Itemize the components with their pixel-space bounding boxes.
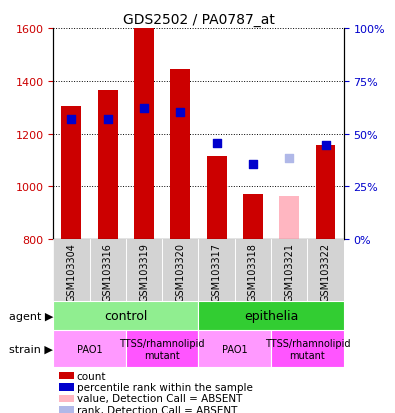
- Bar: [53, 330, 126, 368]
- Bar: [271, 240, 307, 301]
- Text: GSM103321: GSM103321: [284, 243, 294, 301]
- Text: GSM103319: GSM103319: [139, 243, 149, 301]
- Point: [322, 143, 329, 150]
- Bar: [126, 330, 199, 368]
- Bar: [199, 240, 235, 301]
- Text: value, Detection Call = ABSENT: value, Detection Call = ABSENT: [77, 394, 242, 404]
- Point: [286, 155, 292, 162]
- Text: GSM103322: GSM103322: [320, 243, 331, 301]
- Text: GSM103318: GSM103318: [248, 243, 258, 301]
- Bar: [235, 240, 271, 301]
- Point: [105, 116, 111, 123]
- Bar: [59, 406, 73, 413]
- Text: TTSS/rhamnolipid
mutant: TTSS/rhamnolipid mutant: [265, 338, 350, 360]
- Bar: [243, 195, 263, 240]
- Text: GSM103304: GSM103304: [66, 243, 77, 301]
- Bar: [98, 91, 118, 240]
- Text: PAO1: PAO1: [77, 344, 102, 354]
- Bar: [59, 395, 73, 402]
- Text: GSM103317: GSM103317: [212, 243, 222, 301]
- Bar: [207, 157, 227, 240]
- Bar: [62, 107, 81, 240]
- Bar: [162, 240, 199, 301]
- Bar: [170, 70, 190, 240]
- Point: [141, 106, 147, 112]
- Text: control: control: [104, 309, 148, 323]
- Bar: [307, 240, 344, 301]
- Title: GDS2502 / PA0787_at: GDS2502 / PA0787_at: [122, 12, 275, 26]
- Bar: [134, 29, 154, 240]
- Text: agent ▶: agent ▶: [9, 311, 53, 321]
- Text: epithelia: epithelia: [244, 309, 298, 323]
- Text: GSM103316: GSM103316: [103, 243, 113, 301]
- Bar: [271, 330, 344, 368]
- Bar: [316, 146, 335, 240]
- Text: count: count: [77, 371, 106, 381]
- Bar: [59, 383, 73, 391]
- Bar: [126, 240, 162, 301]
- Bar: [279, 196, 299, 240]
- Text: TTSS/rhamnolipid
mutant: TTSS/rhamnolipid mutant: [119, 338, 205, 360]
- Text: GSM103320: GSM103320: [175, 243, 185, 301]
- Text: percentile rank within the sample: percentile rank within the sample: [77, 382, 252, 392]
- Point: [250, 162, 256, 169]
- Text: strain ▶: strain ▶: [9, 344, 53, 354]
- Point: [177, 109, 184, 116]
- Bar: [90, 240, 126, 301]
- Point: [68, 116, 75, 123]
- Bar: [199, 301, 344, 330]
- Text: rank, Detection Call = ABSENT: rank, Detection Call = ABSENT: [77, 405, 237, 413]
- Point: [213, 141, 220, 147]
- Bar: [199, 330, 271, 368]
- Bar: [53, 240, 90, 301]
- Bar: [53, 301, 199, 330]
- Bar: [59, 372, 73, 380]
- Text: PAO1: PAO1: [222, 344, 248, 354]
